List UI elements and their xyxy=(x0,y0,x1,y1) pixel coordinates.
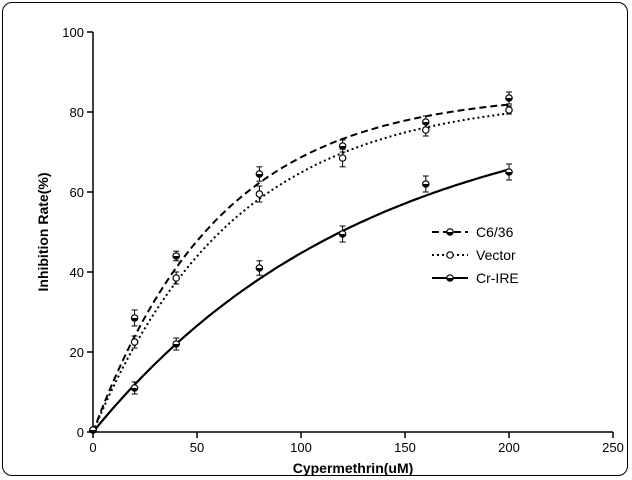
marker-fill xyxy=(339,146,346,150)
y-tick-label: 80 xyxy=(70,105,84,120)
marker-fill xyxy=(173,256,180,260)
point-c6-36 xyxy=(172,252,181,260)
point-cr-ire xyxy=(130,384,139,392)
point-vector xyxy=(255,190,264,198)
point-cr-ire xyxy=(89,426,97,434)
point-c6-36 xyxy=(255,170,264,178)
y-tick-label: 60 xyxy=(70,185,84,200)
marker-circle xyxy=(505,106,513,114)
x-axis-title: Cypermethrin(uM) xyxy=(293,460,414,476)
curve-vector xyxy=(92,112,510,433)
legend-marker-cr-ire xyxy=(446,274,454,282)
y-tick-label: 40 xyxy=(70,265,84,280)
y-tick-label: 0 xyxy=(77,425,84,440)
marker-fill xyxy=(256,174,263,178)
marker-circle xyxy=(130,338,139,346)
marker-fill xyxy=(505,172,513,176)
data-points xyxy=(89,91,513,434)
point-cr-ire xyxy=(505,168,513,176)
point-vector xyxy=(421,126,430,134)
x-tick-label: 150 xyxy=(394,440,416,455)
marker-fill xyxy=(173,344,180,348)
point-cr-ire xyxy=(172,340,181,348)
marker-fill xyxy=(505,98,513,102)
marker-circle xyxy=(255,190,264,198)
point-vector xyxy=(338,154,347,162)
point-c6-36 xyxy=(130,314,139,322)
legend: C6/36 Vector Cr-IRE xyxy=(432,224,519,286)
marker-fill xyxy=(339,234,346,238)
axes: 0 20 40 60 80 100 0 50 100 150 200 250 xyxy=(62,25,624,455)
curve-cr-ire xyxy=(92,168,510,433)
marker-circle xyxy=(172,274,181,282)
marker-fill xyxy=(131,318,138,322)
fitted-curves xyxy=(92,103,510,433)
x-tick-label: 200 xyxy=(498,440,520,455)
marker-fill xyxy=(446,278,454,282)
y-tick-label: 100 xyxy=(62,25,84,40)
x-tick-label: 100 xyxy=(290,440,312,455)
marker-fill xyxy=(422,184,429,188)
point-cr-ire xyxy=(255,264,264,272)
x-tick-label: 0 xyxy=(89,440,96,455)
legend-label-cr-ire: Cr-IRE xyxy=(476,270,519,286)
x-tick-label: 250 xyxy=(602,440,624,455)
marker-circle xyxy=(338,154,347,162)
marker-fill xyxy=(89,430,97,434)
legend-label-vector: Vector xyxy=(476,247,516,263)
point-vector xyxy=(172,274,181,282)
y-tick-label: 20 xyxy=(70,345,84,360)
legend-marker-vector xyxy=(446,251,454,259)
curve-c6-36 xyxy=(92,103,510,433)
marker-fill xyxy=(131,388,138,392)
legend-marker-c6-36 xyxy=(446,228,454,236)
point-cr-ire xyxy=(421,180,430,188)
marker-circle xyxy=(446,251,454,259)
marker-circle xyxy=(421,126,430,134)
point-cr-ire xyxy=(338,230,347,238)
point-vector xyxy=(130,338,139,346)
legend-label-c6-36: C6/36 xyxy=(476,224,514,240)
point-c6-36 xyxy=(338,142,347,150)
marker-fill xyxy=(446,232,454,236)
marker-fill xyxy=(256,268,263,272)
y-axis-title: Inhibition Rate(%) xyxy=(35,173,51,292)
point-c6-36 xyxy=(505,94,513,102)
point-vector xyxy=(505,106,513,114)
x-tick-label: 50 xyxy=(190,440,204,455)
